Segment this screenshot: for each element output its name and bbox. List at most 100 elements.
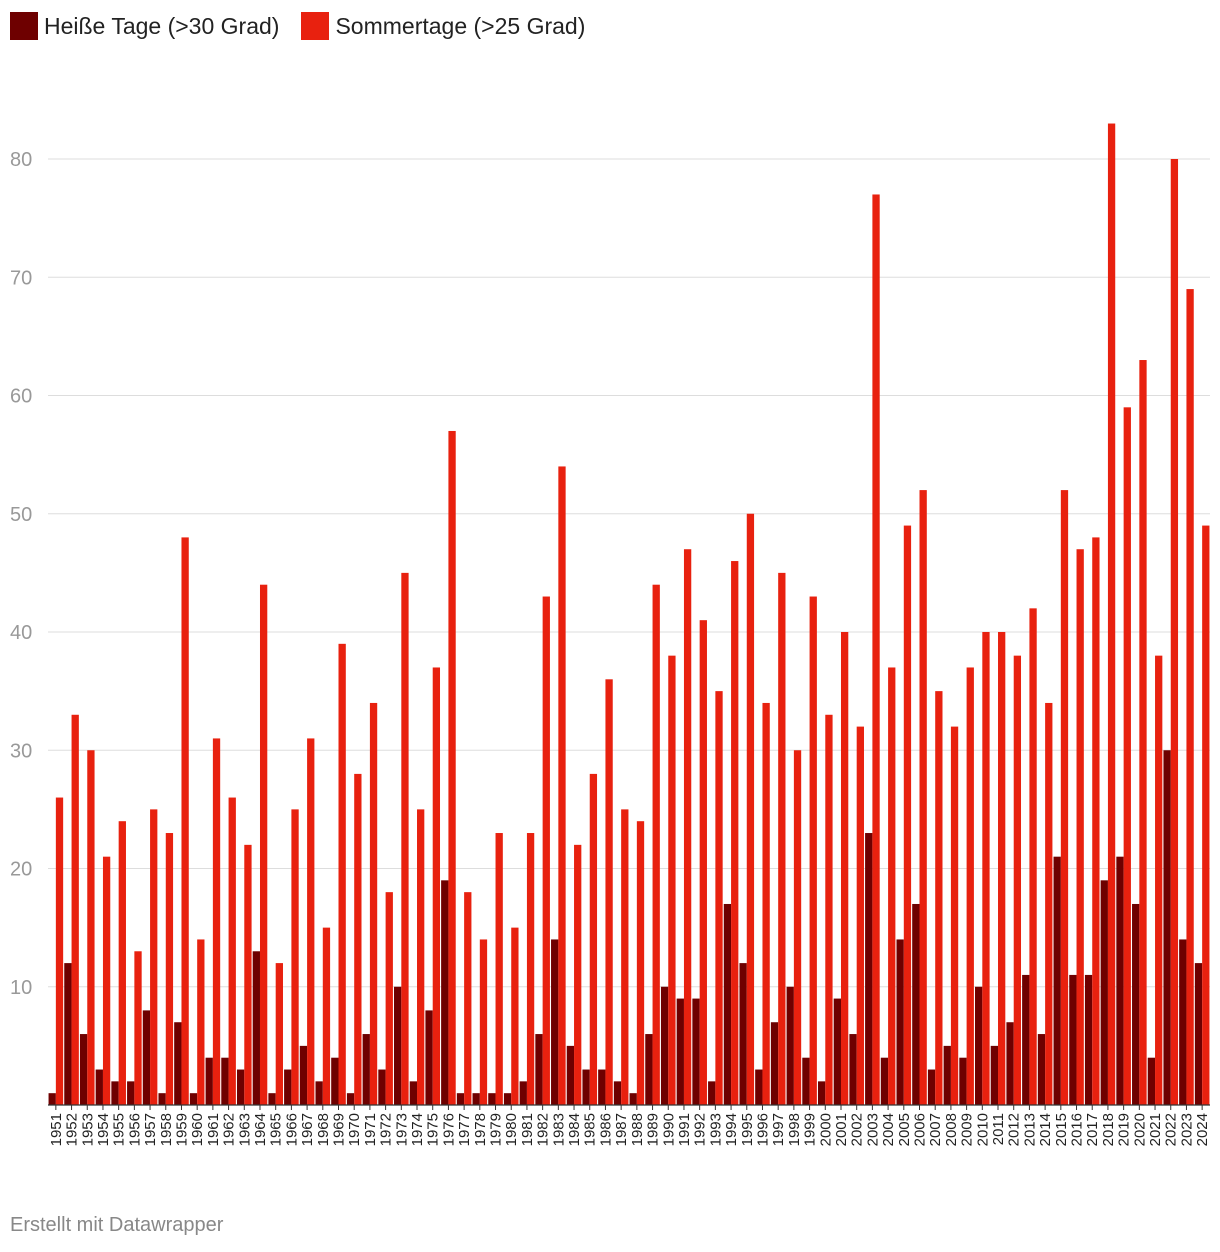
x-tick-label-2014: 2014 (1037, 1113, 1054, 1146)
bar-hot-days-2020 (1132, 903, 1140, 1105)
bar-summer-days-1953 (87, 750, 95, 1105)
bar-hot-days-1983 (551, 939, 559, 1105)
bar-hot-days-1994 (723, 903, 732, 1105)
bar-hot-days-2021 (1147, 1057, 1156, 1105)
bar-summer-days-2017 (1092, 537, 1100, 1105)
y-tick-label-40: 40 (10, 622, 32, 644)
bar-summer-days-1975 (432, 667, 441, 1105)
bar-hot-days-1969 (331, 1057, 339, 1105)
x-tick-label-2011: 2011 (990, 1113, 1007, 1145)
bar-hot-days-2007 (927, 1069, 936, 1105)
bar-summer-days-1985 (589, 773, 598, 1105)
x-tick-label-1986: 1986 (597, 1113, 614, 1146)
bar-hot-days-1970 (346, 1093, 355, 1105)
x-tick-label-1959: 1959 (173, 1113, 190, 1146)
x-tick-label-2019: 2019 (1116, 1113, 1133, 1146)
legend-label-hot-days: Heiße Tage (>30 Grad) (44, 12, 280, 39)
x-tick-label-1993: 1993 (707, 1113, 724, 1146)
legend-swatch-summer-days (301, 12, 330, 40)
bar-summer-days-2014 (1045, 702, 1053, 1105)
bar-hot-days-2009 (959, 1057, 967, 1105)
x-tick-label-1977: 1977 (456, 1113, 473, 1146)
x-tick-label-1972: 1972 (378, 1113, 395, 1146)
bar-hot-days-1962 (221, 1057, 229, 1105)
bar-summer-days-1991 (683, 549, 692, 1105)
bar-summer-days-2005 (903, 525, 912, 1105)
x-tick-label-1985: 1985 (582, 1113, 599, 1146)
bar-hot-days-1957 (142, 1010, 151, 1105)
bar-hot-days-2013 (1022, 974, 1030, 1105)
bar-summer-days-1963 (244, 844, 252, 1105)
x-tick-label-2024: 2024 (1194, 1113, 1211, 1146)
bar-summer-days-1961 (212, 738, 221, 1105)
x-tick-label-1996: 1996 (754, 1113, 771, 1146)
bar-summer-days-2004 (888, 667, 896, 1105)
bar-summer-days-1967 (307, 738, 315, 1105)
bar-summer-days-1968 (322, 927, 331, 1105)
bar-summer-days-2012 (1013, 655, 1022, 1105)
x-tick-label-2008: 2008 (943, 1113, 960, 1146)
bar-summer-days-1982 (542, 596, 550, 1105)
x-tick-label-2023: 2023 (1178, 1113, 1195, 1146)
bar-summer-days-2019 (1123, 407, 1131, 1105)
bar-summer-days-2022 (1170, 159, 1179, 1105)
bar-summer-days-1995 (746, 513, 755, 1105)
bar-hot-days-1982 (535, 1034, 543, 1105)
x-tick-label-2013: 2013 (1021, 1113, 1038, 1146)
bar-hot-days-1997 (770, 1022, 779, 1105)
x-tick-label-1956: 1956 (126, 1113, 143, 1146)
bar-summer-days-1977 (464, 892, 472, 1105)
bar-hot-days-1954 (95, 1069, 103, 1105)
legend-item-summer-days: Sommertage (>25 Grad) (301, 12, 585, 40)
bar-hot-days-1978 (472, 1093, 480, 1105)
bar-hot-days-1974 (409, 1081, 418, 1105)
bar-summer-days-1996 (762, 702, 770, 1105)
bar-summer-days-2010 (982, 632, 990, 1105)
x-tick-label-1980: 1980 (503, 1113, 520, 1146)
bar-summer-days-1994 (731, 561, 739, 1105)
x-tick-label-2022: 2022 (1163, 1113, 1180, 1146)
x-tick-label-1992: 1992 (692, 1113, 709, 1146)
bar-hot-days-2000 (817, 1081, 826, 1105)
bar-summer-days-1980 (511, 927, 519, 1105)
bar-hot-days-1966 (284, 1069, 292, 1105)
x-tick-label-2002: 2002 (849, 1113, 866, 1146)
bar-summer-days-2008 (950, 726, 959, 1105)
x-tick-label-2006: 2006 (912, 1113, 929, 1146)
bar-summer-days-1979 (495, 833, 503, 1105)
bar-summer-days-1958 (165, 833, 174, 1105)
x-tick-label-2017: 2017 (1084, 1113, 1101, 1146)
bar-summer-days-1984 (574, 844, 582, 1105)
x-tick-label-1963: 1963 (236, 1113, 253, 1146)
x-tick-label-1957: 1957 (142, 1113, 159, 1146)
x-tick-label-1981: 1981 (519, 1113, 536, 1146)
x-tick-label-2016: 2016 (1069, 1113, 1086, 1146)
bar-summer-days-2009 (966, 667, 974, 1105)
bar-hot-days-2023 (1179, 939, 1187, 1105)
bar-summer-days-1960 (197, 939, 205, 1105)
y-tick-label-80: 80 (10, 149, 32, 171)
bar-hot-days-1973 (394, 986, 402, 1105)
x-tick-label-2007: 2007 (927, 1113, 944, 1146)
x-tick-label-2010: 2010 (974, 1113, 991, 1146)
bar-summer-days-2001 (840, 632, 849, 1105)
y-tick-label-20: 20 (10, 859, 32, 881)
bar-hot-days-1984 (566, 1045, 575, 1105)
bar-hot-days-1965 (268, 1093, 276, 1105)
bar-summer-days-2007 (935, 691, 943, 1105)
bar-hot-days-1981 (519, 1081, 527, 1105)
bar-hot-days-2019 (1116, 856, 1124, 1105)
x-tick-label-2021: 2021 (1147, 1113, 1164, 1146)
bar-hot-days-1990 (660, 986, 669, 1105)
x-tick-label-1971: 1971 (362, 1113, 379, 1146)
y-tick-label-50: 50 (10, 504, 32, 526)
bar-summer-days-1997 (778, 572, 786, 1105)
bar-hot-days-2022 (1163, 750, 1171, 1105)
x-tick-label-1967: 1967 (299, 1113, 316, 1146)
bar-summer-days-2021 (1155, 655, 1163, 1105)
legend-label-summer-days: Sommertage (>25 Grad) (335, 12, 586, 39)
bar-summer-days-1972 (385, 892, 393, 1105)
x-tick-label-1991: 1991 (676, 1113, 693, 1146)
bar-summer-days-2013 (1029, 608, 1037, 1105)
bar-hot-days-2004 (880, 1057, 889, 1105)
